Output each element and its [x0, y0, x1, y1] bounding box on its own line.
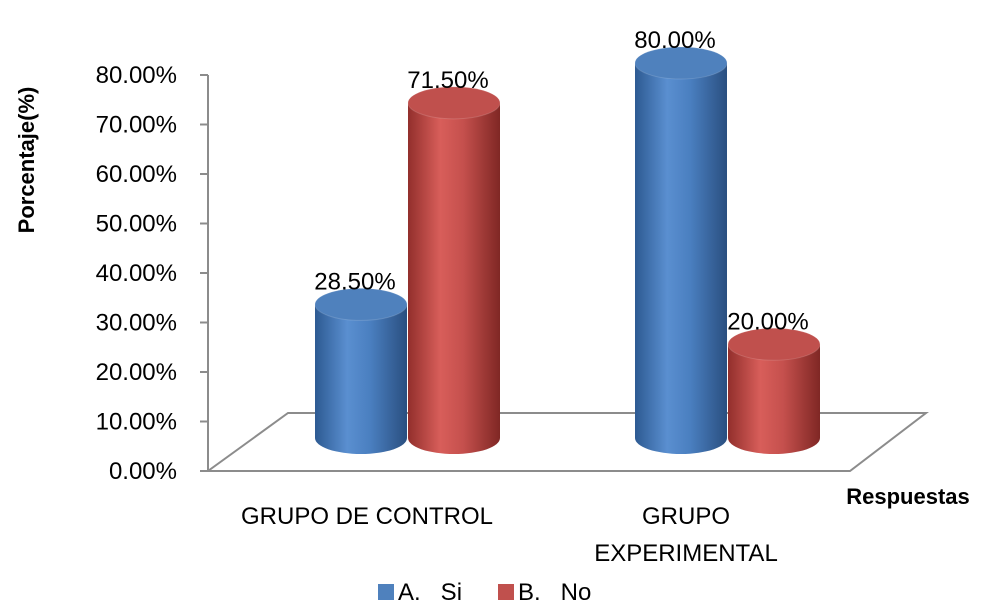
legend-swatch — [498, 584, 514, 600]
legend-label: A. Si — [398, 579, 462, 606]
bar-body — [635, 63, 727, 454]
y-tick-label: 10.00% — [96, 409, 177, 436]
data-label: 20.00% — [727, 308, 808, 335]
y-tick-label: 40.00% — [96, 260, 177, 287]
y-tick-label: 70.00% — [96, 112, 177, 139]
y-tick-label: 50.00% — [96, 211, 177, 238]
bar-body — [728, 344, 820, 454]
y-tick-label: 30.00% — [96, 310, 177, 337]
bar-top — [727, 327, 821, 361]
data-label: 28.50% — [314, 268, 395, 295]
bar-body — [408, 102, 500, 454]
x-axis-title: Respuestas — [846, 484, 970, 509]
y-tick-label: 0.00% — [109, 458, 177, 485]
bar-body — [315, 304, 407, 454]
data-label: 71.50% — [407, 67, 488, 94]
legend-swatch — [378, 584, 394, 600]
bar-no-1 — [727, 327, 821, 454]
category-labels: GRUPO DE CONTROL GRUPO EXPERIMENTAL — [241, 503, 778, 567]
category-label: GRUPO DE CONTROL — [241, 503, 493, 530]
y-tick-label: 80.00% — [96, 62, 177, 89]
data-label: 80.00% — [634, 27, 715, 54]
bars — [314, 46, 821, 454]
category-label: EXPERIMENTAL — [594, 540, 778, 567]
y-tick-label: 60.00% — [96, 161, 177, 188]
category-label: GRUPO — [642, 503, 730, 530]
y-axis-ticks: 0.00% 10.00% 20.00% 30.00% 40.00% 50.00% 60.00… — [96, 62, 208, 485]
bar-no-0 — [407, 86, 501, 454]
bar-si-1 — [634, 46, 728, 454]
bar-top — [634, 46, 728, 80]
y-tick-label: 20.00% — [96, 359, 177, 386]
legend-label: B. No — [518, 579, 591, 606]
bar-top — [314, 287, 408, 321]
legend: A. Si B. No — [378, 579, 591, 606]
data-labels: 28.50% 80.00% 71.50% 20.00% — [314, 27, 808, 335]
bar-top — [407, 86, 501, 120]
bar-si-0 — [314, 287, 408, 454]
y-axis-title: Porcentaje(%) — [14, 87, 39, 234]
